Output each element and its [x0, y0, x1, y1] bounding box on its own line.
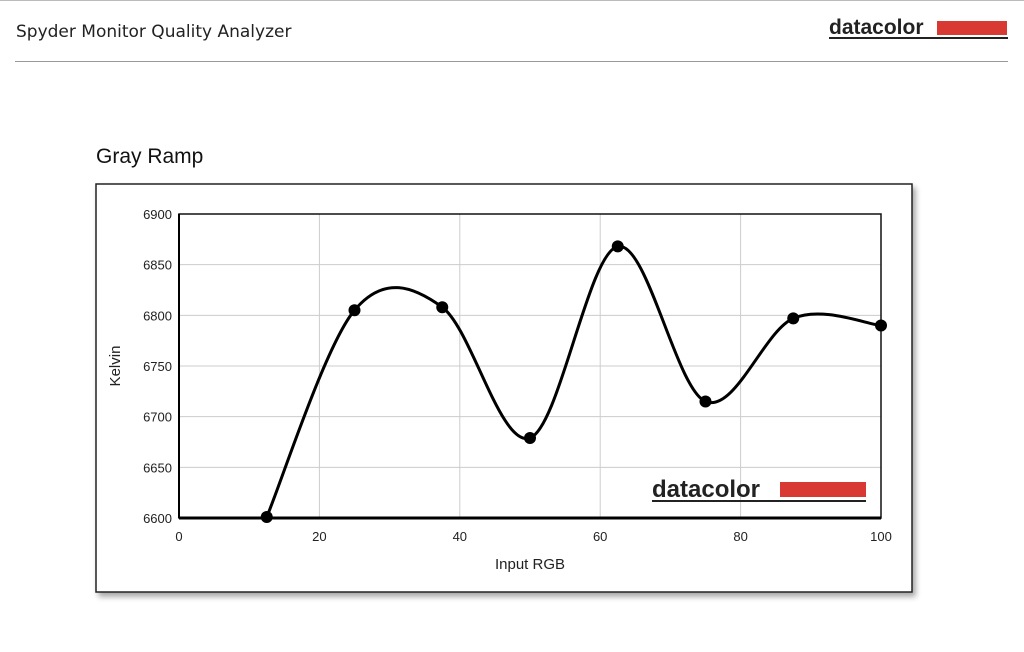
y-tick-label: 6650 [143, 460, 172, 475]
logo-text: datacolor [829, 16, 924, 39]
data-point [699, 395, 712, 408]
y-tick-label: 6850 [143, 258, 172, 273]
chart-frame [95, 183, 913, 593]
logo: datacolor [829, 16, 1008, 39]
data-point [436, 301, 449, 314]
y-tick-label: 6750 [143, 359, 172, 374]
data-point [787, 312, 800, 325]
y-tick-label: 6900 [143, 207, 172, 222]
x-tick-label: 20 [312, 529, 326, 544]
y-tick-label: 6700 [143, 410, 172, 425]
chart-title: Gray Ramp [96, 145, 203, 168]
data-point [875, 319, 887, 332]
watermark-bar [780, 482, 866, 497]
x-tick-label: 60 [593, 529, 607, 544]
watermark-text: datacolor [652, 476, 760, 503]
data-point [348, 304, 361, 317]
x-axis-label: Input RGB [495, 556, 565, 573]
y-axis-label: Kelvin [107, 346, 124, 387]
app-title: Spyder Monitor Quality Analyzer [16, 22, 291, 42]
x-tick-label: 40 [453, 529, 467, 544]
x-tick-label: 80 [733, 529, 747, 544]
x-tick-label: 0 [175, 529, 182, 544]
logo-bar [937, 21, 1007, 35]
data-point [611, 240, 624, 253]
y-tick-label: 6600 [143, 511, 172, 526]
y-tick-label: 6800 [143, 308, 172, 323]
data-point [260, 510, 273, 523]
data-point [524, 431, 536, 444]
x-tick-label: 100 [870, 529, 892, 544]
plot: 6600 6650 6700 6750 6800 6850 6900 0 20 40 60 80 100… [143, 207, 892, 544]
